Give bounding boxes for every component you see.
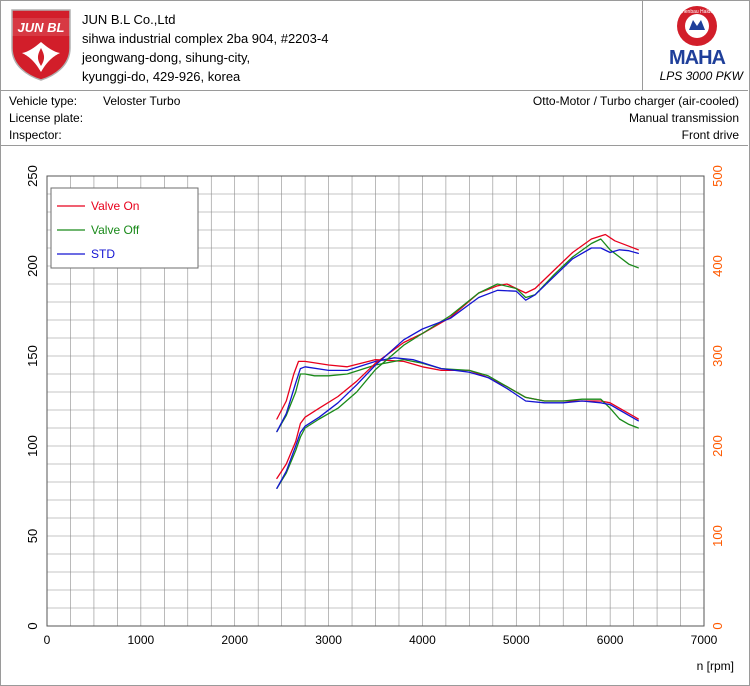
junbl-shield-logo: JUN BL — [11, 9, 71, 81]
x-tick-label: 0 — [44, 633, 51, 647]
x-tick-label: 3000 — [315, 633, 342, 647]
series-line-std-left-axis — [276, 357, 639, 433]
left-y-tick-label: 200 — [25, 255, 40, 277]
left-y-tick-label: 0 — [25, 622, 40, 629]
left-y-tick-label: 50 — [25, 529, 40, 543]
maha-block: Maschinenbau Haldenwang MAHA LPS 3000 PK… — [642, 0, 749, 90]
maha-wordmark: MAHA — [669, 47, 726, 69]
left-y-tick-label: 250 — [25, 165, 40, 187]
right-y-tick-label: 500 — [710, 165, 725, 187]
vehicle-type-value: Veloster Turbo — [103, 94, 181, 108]
info-row-1: Vehicle type: Veloster Turbo Otto-Motor … — [0, 94, 748, 111]
info-row-2: License plate: Manual transmission — [0, 111, 748, 128]
chart-lines — [276, 233, 639, 489]
right-y-tick-label: 400 — [710, 255, 725, 277]
right-y-tick-label: 300 — [710, 345, 725, 367]
junbl-logo-text: JUN BL — [18, 20, 65, 35]
engine-type: Otto-Motor / Turbo charger (air-cooled) — [532, 94, 739, 108]
maha-ring-text: Maschinenbau Haldenwang — [666, 9, 728, 15]
left-y-tick-label: 100 — [25, 435, 40, 457]
legend-label: Valve On — [91, 199, 139, 213]
left-y-tick-label: 150 — [25, 345, 40, 367]
series-line-valve-off-right-axis — [276, 238, 639, 489]
license-plate-label: License plate: — [9, 111, 84, 125]
x-tick-label: 5000 — [503, 633, 530, 647]
vehicle-type-label: Vehicle type: — [9, 94, 78, 108]
inspector-label: Inspector: — [9, 128, 62, 142]
report-header: JUN BL JUN B.L Co.,Ltd sihwa industrial … — [0, 0, 748, 91]
x-tick-label: 6000 — [597, 633, 624, 647]
maha-logo: Maschinenbau Haldenwang MAHA — [666, 6, 728, 69]
right-y-tick-label: 200 — [710, 435, 725, 457]
vehicle-info: Vehicle type: Veloster Turbo Otto-Motor … — [0, 91, 748, 146]
x-tick-label: 7000 — [691, 633, 718, 647]
x-tick-label: 1000 — [128, 633, 155, 647]
right-y-tick-label: 0 — [710, 622, 725, 629]
series-line-valve-off-left-axis — [276, 358, 639, 433]
company-name: JUN B.L Co.,Ltd — [82, 12, 176, 27]
legend-box — [50, 187, 199, 269]
transmission-type: Manual transmission — [628, 111, 739, 125]
legend-label: STD — [91, 247, 115, 261]
series-line-std-right-axis — [276, 247, 639, 489]
drive-type: Front drive — [681, 128, 739, 142]
dyno-model: LPS 3000 PKW — [659, 69, 743, 83]
x-axis-label: n [rpm] — [697, 659, 734, 673]
right-y-tick-label: 100 — [710, 525, 725, 547]
address-line-3: kyunggi-do, 429-926, korea — [82, 69, 241, 84]
x-tick-label: 4000 — [409, 633, 436, 647]
legend-label: Valve Off — [91, 223, 140, 237]
company-block: JUN B.L Co.,Ltd sihwa industrial complex… — [82, 10, 328, 86]
maha-emblem-icon — [689, 20, 705, 30]
address-line-1: sihwa industrial complex 2ba 904, #2203-… — [82, 31, 329, 46]
plot-border — [46, 175, 705, 627]
address-line-2: jeongwang-dong, sihung-city, — [82, 50, 251, 65]
chart-legend: Valve On Valve Off STD — [50, 187, 199, 269]
x-tick-label: 2000 — [221, 633, 248, 647]
info-row-3: Inspector: Front drive — [0, 128, 748, 145]
